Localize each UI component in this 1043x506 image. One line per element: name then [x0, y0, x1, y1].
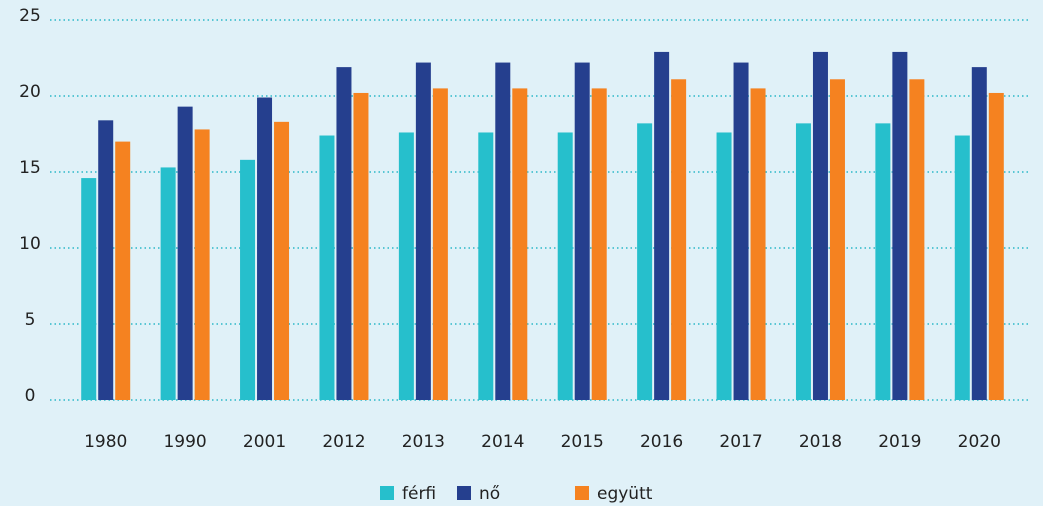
x-tick-label: 2013	[402, 432, 445, 452]
bar	[988, 92, 1004, 401]
x-tick-label: 2014	[481, 432, 524, 452]
x-tick-label: 2019	[878, 432, 921, 452]
x-tick-label: 2012	[322, 432, 365, 452]
bar	[398, 132, 414, 401]
bar	[574, 62, 590, 401]
bar	[432, 88, 448, 401]
bar	[160, 167, 176, 400]
bar	[716, 132, 732, 401]
bar	[875, 123, 891, 401]
legend-label: együtt	[597, 484, 653, 504]
bar	[733, 62, 749, 401]
bar	[954, 135, 970, 400]
bar	[909, 79, 925, 400]
bar	[478, 132, 494, 401]
legend-swatch	[380, 486, 394, 500]
bar	[637, 123, 653, 401]
bar	[795, 123, 811, 401]
bar	[415, 62, 431, 401]
x-tick-label: 2020	[958, 432, 1001, 452]
y-tick-label: 25	[19, 6, 41, 26]
bar	[177, 106, 193, 400]
bar	[336, 67, 352, 401]
bar	[319, 135, 335, 400]
x-tick-label: 2016	[640, 432, 683, 452]
bar	[115, 141, 131, 400]
x-tick-label: 1990	[163, 432, 206, 452]
x-tick-label: 2018	[799, 432, 842, 452]
y-tick-label: 0	[25, 386, 36, 406]
bar	[512, 88, 528, 401]
x-tick-label: 1980	[84, 432, 127, 452]
bar	[81, 178, 97, 400]
bar	[194, 129, 210, 400]
bar	[557, 132, 573, 401]
bar	[829, 79, 845, 400]
bar	[654, 51, 670, 401]
y-tick-label: 20	[19, 82, 41, 102]
bar	[892, 51, 908, 401]
bar	[750, 88, 766, 401]
bar	[495, 62, 511, 401]
bar	[274, 121, 290, 400]
legend-swatch	[575, 486, 589, 500]
y-tick-label: 5	[25, 310, 36, 330]
legend-swatch	[457, 486, 471, 500]
bar	[812, 51, 828, 401]
legend-label: férfi	[402, 484, 436, 504]
bar	[671, 79, 687, 400]
bar	[257, 97, 273, 401]
bar	[591, 88, 607, 401]
y-tick-label: 10	[19, 234, 41, 254]
bar	[971, 67, 987, 401]
bar	[353, 92, 369, 401]
legend-label: nő	[479, 484, 500, 504]
bar	[98, 120, 114, 400]
x-tick-label: 2015	[561, 432, 604, 452]
bar	[240, 159, 256, 400]
y-tick-label: 15	[19, 158, 41, 178]
x-tick-label: 2001	[243, 432, 286, 452]
x-tick-label: 2017	[719, 432, 762, 452]
